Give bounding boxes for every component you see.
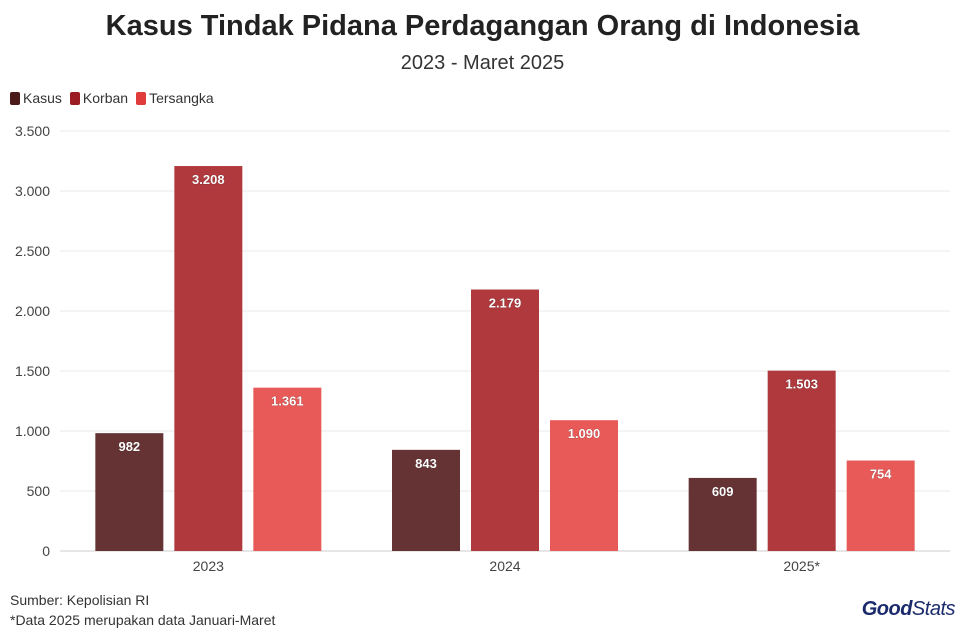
legend-item-korban[interactable]: Korban bbox=[69, 90, 129, 106]
y-tick-label: 1.000 bbox=[15, 423, 50, 439]
legend-item-tersangka[interactable]: Tersangka bbox=[136, 90, 214, 106]
legend-label-korban: Korban bbox=[82, 90, 129, 106]
y-tick-label: 3.000 bbox=[15, 183, 50, 199]
data-note: *Data 2025 merupakan data Januari-Maret bbox=[10, 612, 276, 628]
bar-korban bbox=[471, 289, 539, 551]
y-tick-label: 0 bbox=[42, 543, 50, 559]
goodstats-logo: GoodStats bbox=[861, 598, 956, 621]
logo-part-stats: Stats bbox=[911, 598, 956, 620]
bar-tersangka bbox=[846, 460, 915, 551]
legend-label-tersangka: Tersangka bbox=[149, 90, 214, 106]
bar-value-label: 1.090 bbox=[568, 426, 601, 441]
bar-kasus bbox=[392, 449, 460, 551]
bar-korban bbox=[174, 166, 243, 552]
bar-value-label: 843 bbox=[415, 456, 437, 471]
y-tick-label: 3.500 bbox=[15, 123, 50, 139]
bar-value-label: 3.208 bbox=[192, 172, 225, 187]
y-tick-label: 500 bbox=[27, 483, 51, 499]
legend-label-kasus: Kasus bbox=[23, 90, 62, 106]
bar-value-label: 1.503 bbox=[785, 377, 818, 392]
legend-swatch-korban bbox=[69, 91, 80, 105]
chart-title: Kasus Tindak Pidana Perdagangan Orang di… bbox=[105, 10, 860, 42]
x-tick-label: 2024 bbox=[489, 558, 520, 574]
bar-value-label: 2.179 bbox=[489, 296, 522, 311]
bar-tersangka bbox=[550, 420, 618, 551]
bar-kasus bbox=[688, 477, 757, 551]
source-note: Sumber: Kepolisian RI bbox=[10, 592, 150, 608]
chart-subtitle: 2023 - Maret 2025 bbox=[400, 52, 565, 74]
bar-value-label: 609 bbox=[712, 484, 734, 499]
bar-tersangka bbox=[253, 387, 322, 551]
legend: Kasus Korban Tersangka bbox=[10, 90, 214, 106]
legend-item-kasus[interactable]: Kasus bbox=[10, 90, 62, 106]
bar-value-label: 1.361 bbox=[271, 394, 304, 409]
y-tick-label: 2.500 bbox=[15, 243, 50, 259]
y-tick-label: 1.500 bbox=[15, 363, 50, 379]
y-tick-label: 2.000 bbox=[15, 303, 50, 319]
x-tick-label: 2025* bbox=[783, 558, 820, 574]
bar-value-label: 982 bbox=[118, 439, 140, 454]
logo-part-good: Good bbox=[861, 598, 913, 620]
bar-kasus bbox=[95, 433, 164, 551]
bar-value-label: 754 bbox=[870, 467, 892, 482]
x-tick-label: 2023 bbox=[193, 558, 224, 574]
legend-swatch-tersangka bbox=[136, 91, 147, 105]
legend-swatch-kasus bbox=[10, 91, 20, 105]
bar-korban bbox=[767, 370, 836, 551]
